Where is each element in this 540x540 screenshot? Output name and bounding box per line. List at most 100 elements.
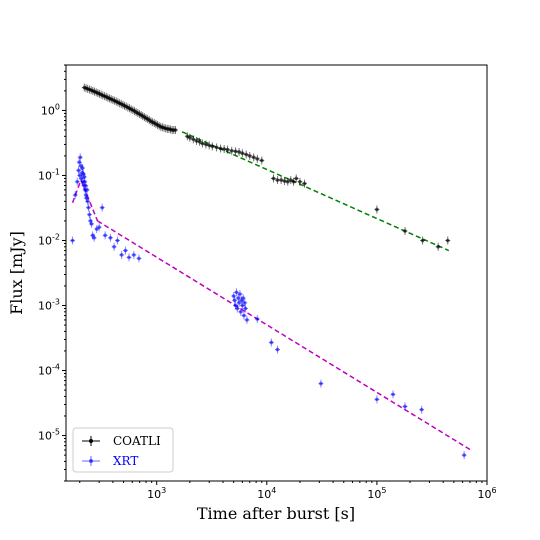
coatli-point: [140, 112, 146, 121]
xrt-point: [83, 181, 89, 190]
coatli-point: [199, 139, 205, 148]
y-tick-label: 100: [41, 102, 60, 117]
xrt-point: [240, 294, 246, 303]
x-tick-label: 103: [147, 486, 166, 501]
xrt-point: [84, 185, 90, 194]
y-tick-label: 10-4: [38, 363, 60, 378]
xrt-point: [241, 311, 247, 320]
legend: COATLI XRT: [72, 427, 174, 473]
xrt-point: [232, 296, 238, 305]
xrt-point: [70, 236, 76, 245]
xrt-point: [136, 254, 142, 263]
y-tick-label: 10-3: [38, 298, 60, 313]
xrt-point: [85, 197, 91, 206]
xrt-point: [239, 301, 245, 310]
coatli-point: [209, 142, 215, 151]
xrt-point: [374, 395, 380, 404]
xrt-point: [114, 236, 120, 245]
xrt-point: [89, 219, 95, 228]
xrt-point: [76, 166, 82, 175]
xrt-point: [107, 233, 113, 242]
xrt-point: [244, 315, 250, 324]
xrt-point: [77, 153, 83, 162]
xrt-point: [80, 164, 86, 173]
xrt-point: [233, 301, 239, 310]
coatli-point: [259, 156, 265, 165]
x-tick-label: 106: [477, 486, 496, 501]
x-axis-label: Time after burst [s]: [197, 504, 355, 523]
coatli-point: [172, 126, 178, 135]
xrt-point: [242, 298, 248, 307]
xrt-point: [254, 315, 260, 324]
xrt-point: [238, 307, 244, 316]
y-axis-label: Flux [mJy]: [7, 231, 26, 315]
coatli-point: [285, 177, 291, 186]
xrt-point: [76, 158, 82, 167]
fit-line-1: [71, 179, 82, 204]
coatli-point: [402, 226, 408, 235]
xrt-point: [99, 203, 105, 212]
plot-area: [65, 64, 488, 482]
xrt-point: [274, 345, 280, 354]
coatli-point: [247, 151, 253, 160]
coatli-point: [374, 205, 380, 214]
xrt-point: [131, 250, 137, 259]
data-points: [70, 83, 467, 460]
coatli-point: [197, 137, 203, 146]
xrt-point: [81, 172, 87, 181]
coatli-point: [229, 146, 235, 155]
coatli-point: [302, 179, 308, 188]
xrt-point: [119, 250, 125, 259]
fit-line-3: [97, 220, 471, 451]
coatli-point: [251, 153, 257, 162]
coatli-point: [187, 133, 193, 142]
xrt-point: [91, 233, 97, 242]
coatli-point: [270, 174, 276, 183]
xrt-point: [390, 390, 396, 399]
y-tick-label: 10-2: [38, 232, 60, 247]
coatli-point: [291, 177, 297, 186]
xrt-point: [74, 177, 80, 186]
coatli-point: [293, 174, 299, 183]
xrt-point: [126, 253, 132, 262]
xrt-point: [234, 304, 240, 313]
coatli-point: [225, 145, 231, 154]
coatli-point: [435, 242, 441, 251]
y-axis-ticks: 100 10-1 10-2 10-3 10-4 10-5: [38, 64, 66, 482]
xrt-point: [111, 242, 117, 251]
xrt-point: [231, 292, 237, 301]
coatli-point: [420, 236, 426, 245]
coatli-point: [445, 236, 451, 245]
coatli-point: [190, 135, 196, 144]
coatli-point: [254, 154, 260, 163]
xrt-point: [72, 191, 78, 200]
legend-label-xrt: XRT: [113, 454, 138, 468]
legend-marker-xrt: [82, 456, 100, 466]
xrt-point: [318, 379, 324, 388]
xrt-point: [233, 288, 239, 297]
fit-line-2: [80, 179, 99, 222]
xrt-point: [96, 223, 102, 232]
coatli-point: [278, 176, 284, 185]
xrt-point: [236, 298, 242, 307]
coatli-point: [218, 144, 224, 153]
xrt-point: [237, 290, 243, 299]
xrt-point: [235, 294, 241, 303]
legend-marker-coatli: [82, 436, 100, 446]
xrt-point: [242, 304, 248, 313]
x-tick-label: 105: [367, 486, 386, 501]
xrt-point: [419, 405, 425, 414]
coatli-point: [243, 150, 249, 159]
xrt-point: [102, 231, 108, 240]
xrt-point: [86, 210, 92, 219]
legend-label-coatli: COATLI: [113, 434, 161, 448]
y-tick-label: 10-1: [38, 167, 60, 182]
x-tick-label: 104: [257, 486, 276, 501]
xrt-point: [122, 246, 128, 255]
coatli-point: [214, 143, 220, 152]
coatli-point: [297, 177, 303, 186]
xrt-point: [268, 338, 274, 347]
x-axis-ticks: 103 104 105 106: [79, 481, 497, 501]
coatli-point: [233, 147, 239, 156]
